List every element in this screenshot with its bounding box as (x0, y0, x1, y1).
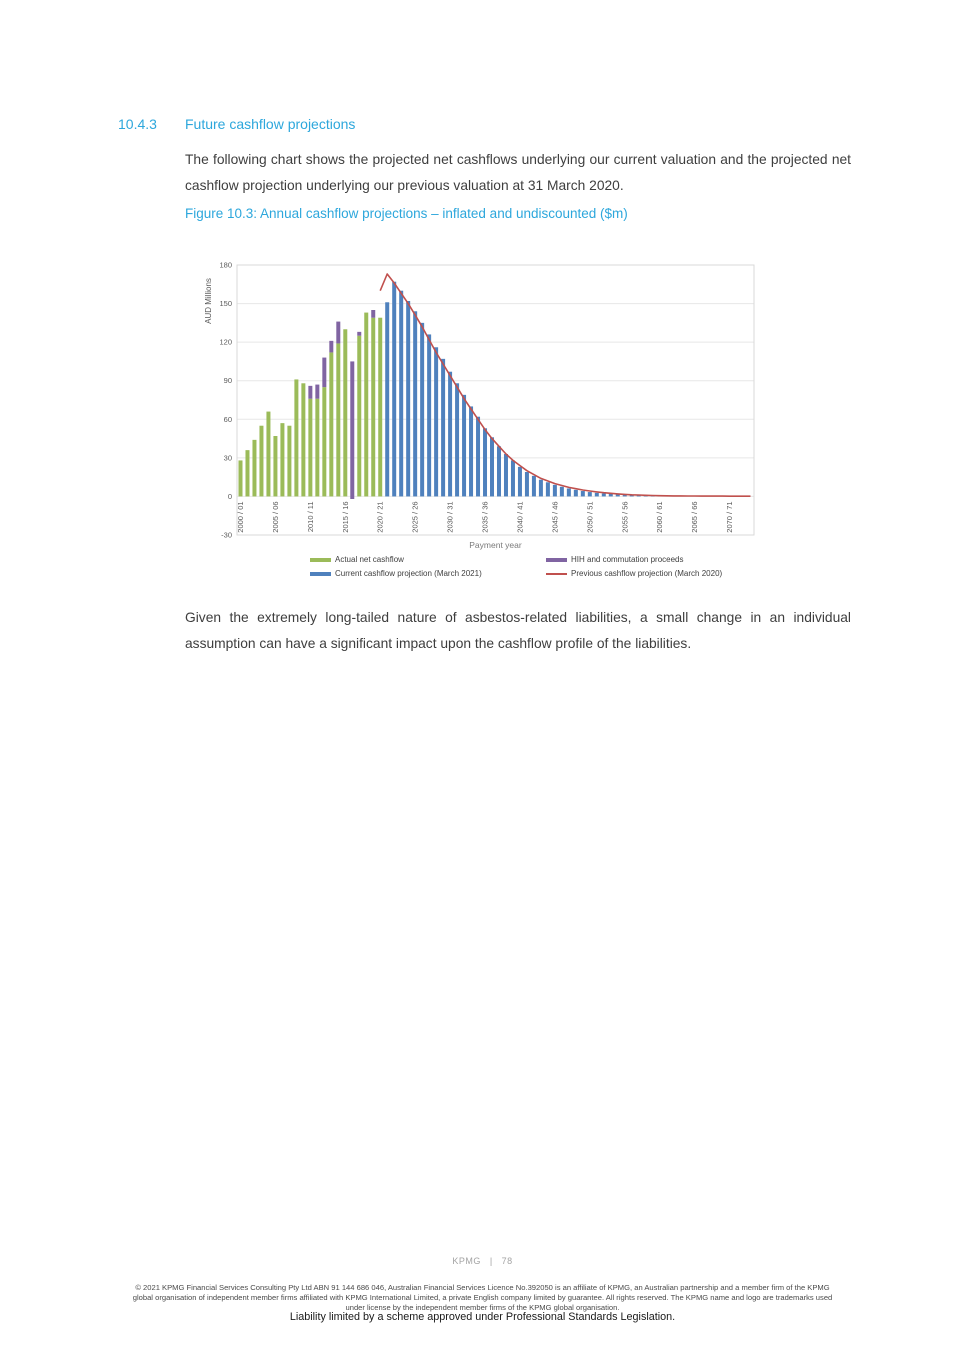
legend-item-actual-net-cashflow: Actual net cashflow (310, 555, 546, 564)
svg-text:2030 / 31: 2030 / 31 (446, 501, 455, 532)
figure-caption: Figure 10.3: Annual cashflow projections… (185, 206, 628, 221)
section-title: Future cashflow projections (185, 116, 356, 132)
legend-item-current-projection: Current cashflow projection (March 2021) (310, 569, 546, 578)
x-axis-title: Payment year (469, 540, 522, 550)
svg-text:AUD Millions: AUD Millions (204, 278, 213, 324)
legend-swatch-blue-bar-icon (310, 571, 331, 576)
legend-label: Actual net cashflow (335, 555, 404, 564)
svg-text:2035 / 36: 2035 / 36 (481, 501, 490, 532)
svg-text:2050 / 51: 2050 / 51 (585, 501, 594, 532)
svg-text:0: 0 (228, 492, 232, 501)
legend-swatch-red-line-icon (546, 572, 567, 575)
chart-legend: Actual net cashflow HIH and commutation … (310, 555, 722, 578)
footer-legal-text: © 2021 KPMG Financial Services Consultin… (132, 1283, 833, 1312)
svg-text:30: 30 (224, 453, 232, 462)
legend-label: Current cashflow projection (March 2021) (335, 569, 482, 578)
svg-text:2000 / 01: 2000 / 01 (236, 501, 245, 532)
legend-item-previous-projection: Previous cashflow projection (March 2020… (546, 569, 722, 578)
svg-text:2005 / 06: 2005 / 06 (271, 501, 280, 532)
legend-label: Previous cashflow projection (March 2020… (571, 569, 723, 578)
svg-text:150: 150 (219, 299, 232, 308)
svg-text:2055 / 56: 2055 / 56 (620, 501, 629, 532)
svg-text:2060 / 61: 2060 / 61 (655, 501, 664, 532)
closing-paragraph: Given the extremely long-tailed nature o… (185, 610, 851, 651)
footer-liability-text: Liability limited by a scheme approved u… (289, 1311, 676, 1323)
legend-swatch-purple-bar-icon (546, 557, 567, 562)
svg-text:2070 / 71: 2070 / 71 (725, 501, 734, 532)
intro-paragraph: The following chart shows the projected … (185, 152, 851, 193)
legend-swatch-green-bar-icon (310, 557, 331, 562)
legend-label: HIH and commutation proceeds (571, 555, 684, 564)
cashflow-chart-svg: -30 0 30 60 90 120 150 180 AUD Millions 2000 / 01… (204, 261, 755, 540)
svg-text:2025 / 26: 2025 / 26 (411, 501, 420, 532)
svg-text:180: 180 (219, 261, 232, 270)
svg-text:2045 / 46: 2045 / 46 (550, 501, 559, 532)
svg-text:2040 / 41: 2040 / 41 (515, 501, 524, 532)
section-number: 10.4.3 (118, 116, 157, 132)
svg-text:60: 60 (224, 415, 232, 424)
svg-text:-30: -30 (221, 531, 232, 540)
svg-text:120: 120 (219, 338, 232, 347)
svg-text:2065 / 66: 2065 / 66 (690, 501, 699, 532)
cashflow-chart: -30 0 30 60 90 120 150 180 AUD Millions 2000 / 01… (200, 252, 770, 597)
svg-text:2010 / 11: 2010 / 11 (306, 501, 315, 532)
svg-text:90: 90 (224, 376, 232, 385)
svg-text:2020 / 21: 2020 / 21 (376, 501, 385, 532)
page-number: KPMG | 78 (452, 1256, 513, 1266)
section-heading: 10.4.3 Future cashflow projections (118, 116, 858, 132)
legend-item-hih-commutation: HIH and commutation proceeds (546, 555, 722, 564)
svg-text:2015 / 16: 2015 / 16 (341, 501, 350, 532)
